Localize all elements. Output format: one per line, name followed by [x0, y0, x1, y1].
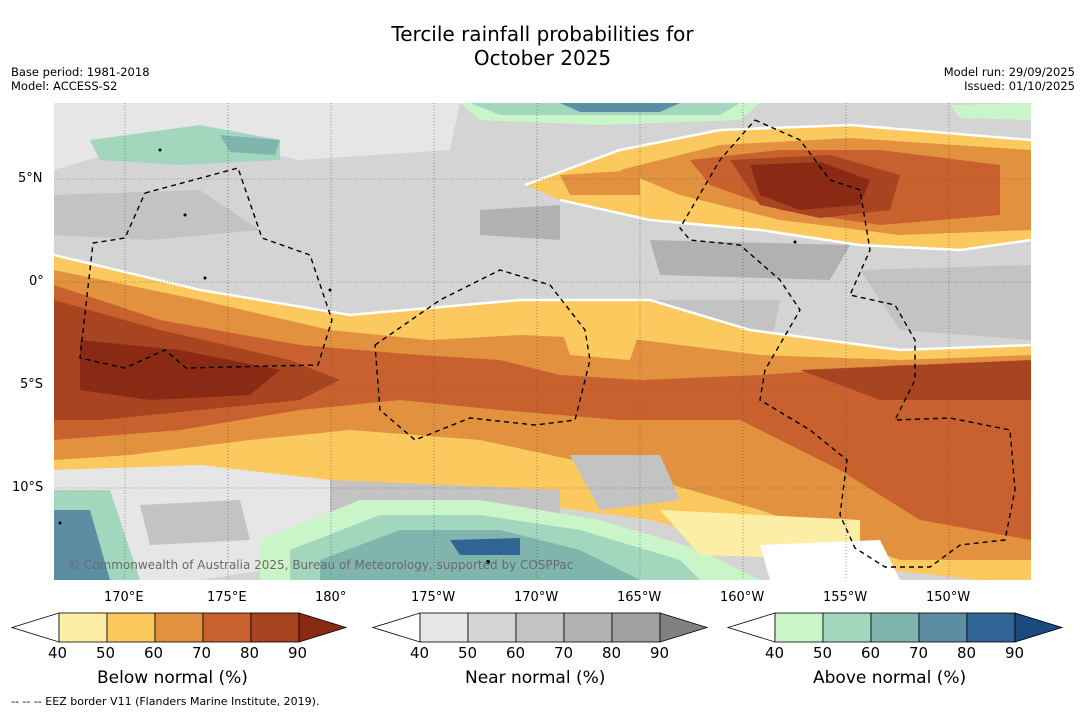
near-tick: 90	[650, 644, 670, 662]
lon-label: 160°W	[720, 590, 765, 605]
near-normal-70-region	[140, 500, 250, 545]
issued-date: Issued: 01/10/2025	[964, 79, 1075, 93]
near-tick: 40	[410, 644, 430, 662]
below-tick: 50	[96, 644, 116, 662]
map-title: Tercile rainfall probabilities for Octob…	[0, 22, 1085, 70]
above-normal-region	[450, 538, 520, 555]
below-normal-south-region	[900, 420, 1031, 520]
below-normal-south-region	[800, 360, 1031, 400]
above-normal-region	[560, 103, 680, 112]
eez-footer-note: -- -- -- EEZ border V11 (Flanders Marine…	[11, 695, 320, 708]
lat-label: 5°S	[20, 377, 44, 392]
lon-label: 170°W	[514, 590, 559, 605]
model-run: Model run: 29/09/2025	[943, 65, 1075, 79]
below-normal-south-region	[54, 270, 1031, 560]
above-tick: 80	[957, 644, 977, 662]
meta-left: Base period: 1981-2018 Model: ACCESS-S2	[11, 65, 150, 93]
lat-label: 5°N	[18, 171, 43, 186]
copyright-notice: © Commonwealth of Australia 2025, Bureau…	[68, 558, 574, 572]
below-tick: 90	[288, 644, 308, 662]
lon-label: 175°W	[411, 590, 456, 605]
below-normal-south-region	[560, 325, 640, 360]
near-normal-70-region	[570, 455, 680, 510]
below-tick: 80	[240, 644, 260, 662]
near-normal-70-region	[860, 265, 1031, 340]
eez-borders	[79, 119, 1016, 568]
tercile-boundary	[559, 198, 1031, 252]
above-normal-region	[220, 135, 280, 155]
lon-label: 165°W	[617, 590, 662, 605]
above-tick: 90	[1005, 644, 1025, 662]
islands	[58, 148, 797, 564]
below-normal-north-region	[560, 170, 640, 195]
lat-label: 10°S	[12, 480, 44, 495]
gridlines	[54, 103, 1031, 580]
lon-label: 180°	[315, 590, 347, 605]
lon-label: 155°W	[823, 590, 868, 605]
below-tick: 60	[144, 644, 164, 662]
above-tick: 40	[765, 644, 785, 662]
near-tick: 50	[458, 644, 478, 662]
near-normal-80-region	[650, 240, 850, 280]
title-line-2: October 2025	[473, 46, 612, 70]
tercile-boundary	[524, 123, 1031, 187]
below-tick: 70	[192, 644, 212, 662]
above-normal-label: Above normal (%)	[813, 668, 967, 688]
lon-label: 150°W	[926, 590, 971, 605]
below-normal-north-region	[750, 162, 870, 210]
map-panel	[54, 103, 1031, 580]
lon-label: 175°E	[207, 590, 247, 605]
above-normal-region	[90, 125, 280, 165]
above-normal-region	[950, 103, 1031, 120]
below-tick: 40	[48, 644, 68, 662]
lat-label: 0°	[29, 274, 44, 289]
above-tick: 50	[813, 644, 833, 662]
tercile-boundary	[54, 253, 1031, 352]
above-normal-region	[54, 510, 110, 580]
model-name: Model: ACCESS-S2	[11, 79, 118, 93]
near-normal-80-region	[480, 205, 560, 240]
below-normal-south-region	[54, 285, 1031, 540]
near-tick: 80	[602, 644, 622, 662]
title-line-1: Tercile rainfall probabilities for	[391, 22, 694, 46]
base-period: Base period: 1981-2018	[11, 65, 150, 79]
near-normal-label: Near normal (%)	[465, 668, 606, 688]
near-tick: 70	[554, 644, 574, 662]
white-region	[760, 540, 900, 580]
meta-right: Model run: 29/09/2025 Issued: 01/10/2025	[944, 65, 1075, 93]
above-tick: 70	[909, 644, 929, 662]
near-normal-70-region	[54, 190, 260, 240]
below-normal-label: Below normal (%)	[97, 668, 248, 688]
lon-label: 170°E	[104, 590, 144, 605]
near-tick: 60	[506, 644, 526, 662]
above-tick: 60	[861, 644, 881, 662]
